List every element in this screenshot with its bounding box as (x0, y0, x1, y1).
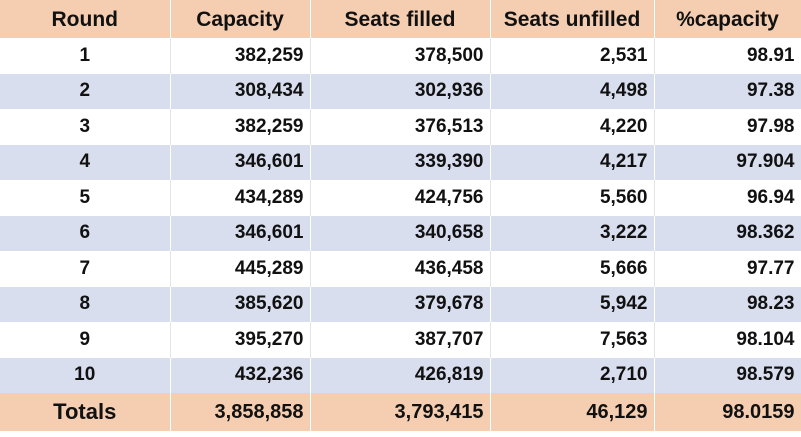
cell-percent-capacity: 98.362 (654, 215, 801, 251)
cell-seats-filled: 302,936 (310, 73, 491, 109)
cell-seats-filled: 339,390 (310, 144, 491, 180)
cell-capacity: 432,236 (170, 357, 311, 393)
table-row: 6 346,601 340,658 3,222 98.362 (0, 215, 801, 251)
table-row: 4 346,601 339,390 4,217 97.904 (0, 144, 801, 180)
cell-seats-unfilled: 4,220 (490, 109, 655, 145)
cell-seats-filled: 424,756 (310, 180, 491, 216)
total-percent-capacity: 98.0159 (654, 393, 801, 431)
cell-seats-unfilled: 5,666 (490, 251, 655, 287)
cell-seats-filled: 340,658 (310, 215, 491, 251)
cell-seats-filled: 387,707 (310, 322, 491, 358)
cell-capacity: 382,259 (170, 38, 311, 74)
cell-round: 9 (0, 322, 171, 358)
table-row: 9 395,270 387,707 7,563 98.104 (0, 322, 801, 358)
cell-seats-unfilled: 5,942 (490, 286, 655, 322)
table-row: 5 434,289 424,756 5,560 96.94 (0, 180, 801, 216)
cell-percent-capacity: 98.91 (654, 38, 801, 74)
table-row: 3 382,259 376,513 4,220 97.98 (0, 109, 801, 145)
table-row: 2 308,434 302,936 4,498 97.38 (0, 73, 801, 109)
header-seats-filled: Seats filled (310, 0, 491, 38)
header-row: Round Capacity Seats filled Seats unfill… (0, 0, 801, 38)
cell-capacity: 346,601 (170, 215, 311, 251)
cell-round: 4 (0, 144, 171, 180)
cell-seats-filled: 379,678 (310, 286, 491, 322)
header-seats-unfilled: Seats unfilled (490, 0, 655, 38)
cell-seats-unfilled: 4,498 (490, 73, 655, 109)
header-percent-capacity: %capacity (654, 0, 801, 38)
cell-percent-capacity: 97.98 (654, 109, 801, 145)
cell-percent-capacity: 97.77 (654, 251, 801, 287)
cell-round: 3 (0, 109, 171, 145)
table-row: 7 445,289 436,458 5,666 97.77 (0, 251, 801, 287)
header-round: Round (0, 0, 171, 38)
total-seats-unfilled: 46,129 (490, 393, 655, 431)
cell-round: 1 (0, 38, 171, 74)
cell-percent-capacity: 98.579 (654, 357, 801, 393)
cell-round: 2 (0, 73, 171, 109)
cell-seats-unfilled: 3,222 (490, 215, 655, 251)
total-capacity: 3,858,858 (170, 393, 311, 431)
cell-seats-unfilled: 2,531 (490, 38, 655, 74)
cell-seats-unfilled: 5,560 (490, 180, 655, 216)
cell-capacity: 395,270 (170, 322, 311, 358)
totals-label: Totals (0, 393, 171, 431)
cell-capacity: 434,289 (170, 180, 311, 216)
cell-percent-capacity: 98.104 (654, 322, 801, 358)
table-row: 1 382,259 378,500 2,531 98.91 (0, 38, 801, 74)
cell-seats-unfilled: 7,563 (490, 322, 655, 358)
totals-row: Totals 3,858,858 3,793,415 46,129 98.015… (0, 393, 801, 431)
cell-capacity: 308,434 (170, 73, 311, 109)
cell-seats-unfilled: 4,217 (490, 144, 655, 180)
cell-capacity: 346,601 (170, 144, 311, 180)
cell-percent-capacity: 96.94 (654, 180, 801, 216)
table-row: 8 385,620 379,678 5,942 98.23 (0, 286, 801, 322)
cell-round: 8 (0, 286, 171, 322)
cell-seats-filled: 426,819 (310, 357, 491, 393)
cell-capacity: 385,620 (170, 286, 311, 322)
cell-percent-capacity: 97.38 (654, 73, 801, 109)
cell-round: 10 (0, 357, 171, 393)
table-row: 10 432,236 426,819 2,710 98.579 (0, 357, 801, 393)
cell-capacity: 382,259 (170, 109, 311, 145)
cell-round: 7 (0, 251, 171, 287)
header-capacity: Capacity (170, 0, 311, 38)
cell-capacity: 445,289 (170, 251, 311, 287)
cell-seats-filled: 436,458 (310, 251, 491, 287)
cell-round: 6 (0, 215, 171, 251)
cell-seats-unfilled: 2,710 (490, 357, 655, 393)
cell-percent-capacity: 97.904 (654, 144, 801, 180)
cell-seats-filled: 378,500 (310, 38, 491, 74)
total-seats-filled: 3,793,415 (310, 393, 491, 431)
cell-seats-filled: 376,513 (310, 109, 491, 145)
cell-percent-capacity: 98.23 (654, 286, 801, 322)
cell-round: 5 (0, 180, 171, 216)
